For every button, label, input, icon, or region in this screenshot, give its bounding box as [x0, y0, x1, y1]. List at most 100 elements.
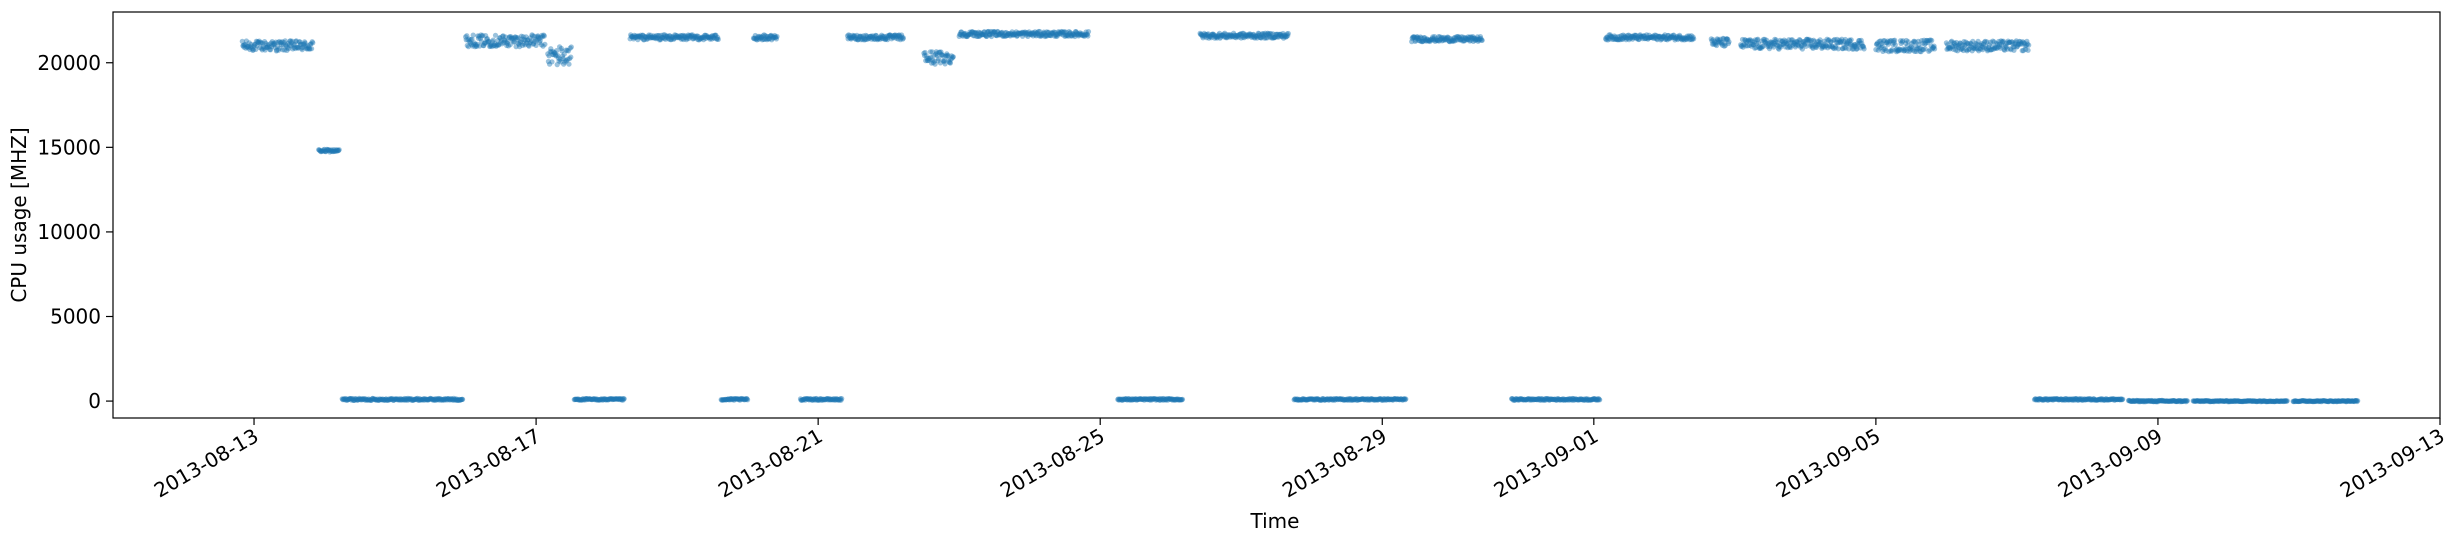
- data-point: [580, 396, 586, 402]
- data-point: [802, 397, 808, 403]
- data-point: [309, 39, 315, 45]
- data-point: [948, 56, 954, 62]
- data-point: [365, 397, 371, 403]
- data-point: [1013, 31, 1019, 37]
- data-point: [655, 33, 661, 39]
- data-point: [609, 396, 615, 402]
- data-point: [530, 41, 536, 47]
- data-point: [1002, 30, 1008, 36]
- data-point: [1000, 33, 1006, 39]
- data-point: [482, 40, 488, 46]
- data-point: [594, 397, 600, 403]
- data-point: [993, 32, 999, 38]
- data-point: [562, 57, 569, 63]
- data-point: [1020, 29, 1026, 35]
- data-point: [801, 396, 807, 402]
- data-point: [899, 34, 905, 40]
- data-point: [385, 397, 391, 403]
- data-point: [996, 31, 1002, 38]
- data-point: [666, 33, 673, 39]
- data-point: [410, 397, 416, 403]
- data-point: [293, 38, 299, 44]
- data-point: [528, 39, 534, 46]
- data-point: [436, 397, 442, 403]
- data-point: [541, 32, 547, 38]
- data-point: [256, 39, 262, 45]
- data-point: [260, 40, 266, 46]
- data-point: [740, 396, 747, 402]
- data-point: [662, 36, 669, 42]
- data-point: [245, 45, 251, 51]
- data-point: [891, 33, 897, 39]
- data-point: [619, 396, 626, 402]
- data-point: [878, 35, 884, 41]
- data-point: [395, 396, 401, 402]
- data-point: [988, 33, 995, 40]
- data-point: [366, 397, 372, 403]
- data-point: [481, 40, 487, 47]
- data-point: [813, 396, 819, 402]
- data-point: [758, 35, 764, 42]
- data-point: [257, 40, 264, 46]
- data-point: [983, 32, 989, 39]
- data-point: [416, 396, 422, 403]
- data-point: [574, 396, 580, 403]
- data-point: [849, 35, 855, 41]
- data-point: [247, 44, 254, 50]
- data-point: [345, 396, 351, 403]
- data-point: [992, 29, 998, 35]
- data-point: [614, 396, 620, 402]
- data-point: [353, 396, 359, 402]
- data-point: [290, 42, 296, 48]
- data-point: [659, 35, 666, 41]
- data-point: [304, 46, 311, 52]
- data-point: [548, 46, 554, 52]
- data-point: [290, 46, 296, 52]
- data-point: [589, 397, 595, 403]
- data-point: [844, 33, 851, 39]
- data-point: [661, 35, 667, 42]
- data-point: [896, 32, 902, 39]
- data-point: [342, 395, 348, 402]
- data-point: [403, 397, 409, 403]
- data-point: [772, 34, 778, 41]
- data-point: [629, 33, 636, 40]
- data-point: [428, 396, 434, 402]
- data-point: [850, 34, 857, 40]
- data-point: [994, 33, 1000, 39]
- data-point: [468, 37, 474, 43]
- data-point: [565, 56, 571, 62]
- data-point: [860, 33, 867, 39]
- data-point: [744, 396, 750, 402]
- data-point: [606, 396, 613, 402]
- data-point: [354, 397, 360, 403]
- data-point: [751, 36, 757, 42]
- data-point: [991, 29, 998, 35]
- data-point: [289, 38, 295, 44]
- data-point: [264, 44, 270, 51]
- data-point: [743, 396, 749, 403]
- data-point: [1018, 30, 1024, 36]
- data-point: [723, 397, 729, 403]
- data-point: [559, 48, 565, 54]
- data-point: [386, 397, 392, 403]
- data-point: [669, 34, 676, 40]
- data-point: [465, 37, 471, 43]
- data-point: [416, 397, 422, 403]
- data-point: [369, 397, 375, 403]
- data-point: [366, 396, 372, 402]
- data-point: [594, 396, 600, 402]
- data-point: [355, 397, 361, 403]
- data-point: [996, 32, 1002, 38]
- data-point: [923, 58, 929, 64]
- data-point: [869, 34, 875, 40]
- data-point: [242, 42, 248, 48]
- data-point: [418, 396, 424, 403]
- data-point: [518, 38, 524, 45]
- data-point: [357, 396, 363, 402]
- data-point: [250, 47, 256, 53]
- data-point: [939, 52, 945, 58]
- data-point: [533, 42, 539, 49]
- data-point: [454, 396, 460, 402]
- data-point: [942, 61, 948, 67]
